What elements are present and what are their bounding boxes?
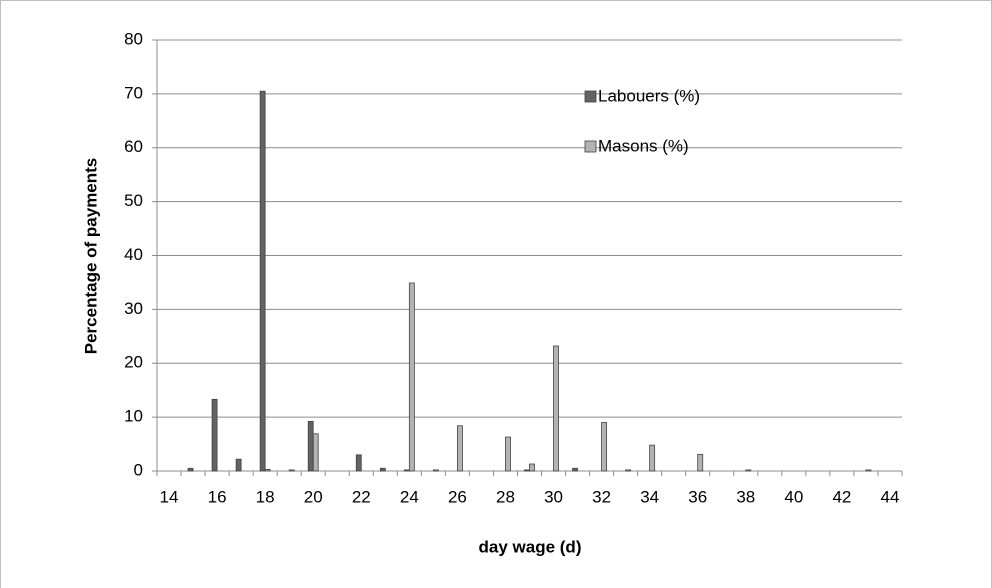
bar	[625, 469, 632, 472]
x-tick-label: 26	[448, 487, 467, 506]
bar	[649, 444, 656, 472]
bar	[288, 469, 295, 472]
x-tick-label: 42	[832, 487, 851, 506]
bar	[865, 469, 872, 472]
bar	[572, 467, 578, 472]
legend-label: Labouers (%)	[598, 86, 700, 105]
x-tick-label: 32	[592, 487, 611, 506]
x-tick-label: 18	[256, 487, 275, 506]
bar	[379, 467, 386, 472]
x-tick-label: 40	[784, 487, 803, 506]
bar	[529, 463, 535, 472]
bar	[264, 468, 271, 472]
y-tick-label: 20	[124, 353, 143, 372]
legend-swatch	[584, 140, 597, 153]
y-tick-label: 30	[124, 299, 143, 318]
y-tick-label: 60	[124, 137, 143, 156]
bar	[235, 458, 242, 472]
bar	[697, 453, 704, 472]
bar	[403, 469, 410, 472]
x-tick-label: 38	[736, 487, 755, 506]
x-tick-label: 36	[688, 487, 707, 506]
y-tick-label: 10	[124, 407, 143, 426]
bar	[259, 90, 266, 472]
bar	[355, 454, 362, 472]
y-tick-label: 70	[124, 83, 143, 102]
y-tick-label: 80	[124, 29, 143, 48]
x-tick-label: 14	[160, 487, 179, 506]
bar	[745, 469, 752, 472]
y-tick-label: 0	[134, 460, 143, 479]
x-tick-label: 34	[640, 487, 659, 506]
x-tick-label: 28	[496, 487, 515, 506]
x-tick-label: 20	[304, 487, 323, 506]
x-axis-label: day wage (d)	[479, 537, 582, 556]
bar	[524, 469, 530, 472]
y-tick-label: 40	[124, 245, 143, 264]
legend-swatch	[584, 90, 597, 103]
bar	[505, 436, 511, 472]
bar	[408, 282, 415, 472]
x-tick-label: 16	[208, 487, 227, 506]
legend-label: Masons (%)	[598, 136, 689, 155]
x-tick-label: 30	[544, 487, 563, 506]
bar	[312, 433, 319, 472]
bar	[553, 345, 559, 472]
bar	[307, 421, 314, 472]
y-tick-label: 50	[124, 191, 143, 210]
x-tick-label: 24	[400, 487, 419, 506]
bar	[211, 398, 218, 472]
y-axis-label: Percentage of payments	[81, 158, 100, 355]
x-tick-label: 44	[881, 487, 900, 506]
x-tick-label: 22	[352, 487, 371, 506]
bar	[187, 467, 194, 472]
bar	[432, 469, 439, 472]
bar	[457, 425, 463, 472]
bar	[601, 422, 607, 472]
